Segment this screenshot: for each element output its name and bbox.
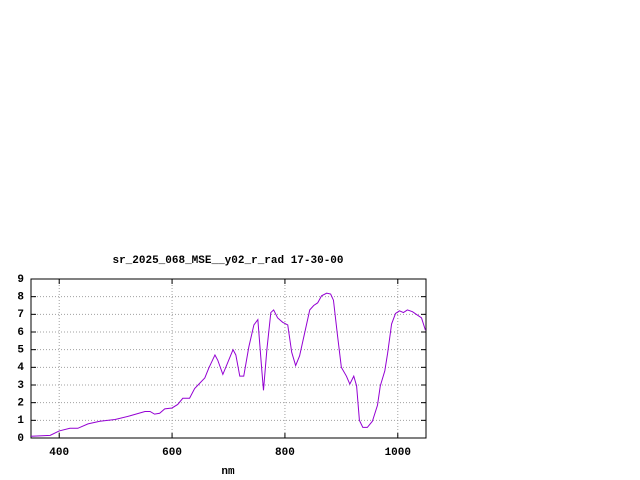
x-axis-label: nm bbox=[221, 466, 235, 478]
y-tick-label: 4 bbox=[17, 362, 24, 374]
x-tick-label: 1000 bbox=[385, 447, 411, 459]
data-line bbox=[30, 292, 426, 437]
y-tick-label: 1 bbox=[17, 415, 24, 427]
x-tick-label: 600 bbox=[162, 447, 182, 459]
plot-border bbox=[30, 278, 427, 439]
y-tick-label: 5 bbox=[17, 345, 24, 357]
y-tick-label: 6 bbox=[17, 327, 24, 339]
y-tick-label: 3 bbox=[17, 380, 24, 392]
chart-title: sr_2025_068_MSE__y02_r_rad 17-30-00 bbox=[112, 255, 343, 267]
y-tick-label: 0 bbox=[17, 433, 24, 445]
y-tick-label: 9 bbox=[17, 274, 24, 286]
x-tick-label: 800 bbox=[275, 447, 295, 459]
x-tick-label: 400 bbox=[49, 447, 69, 459]
y-tick-label: 7 bbox=[17, 309, 24, 321]
y-tick-label: 8 bbox=[17, 292, 24, 304]
y-tick-label: 2 bbox=[17, 398, 24, 410]
